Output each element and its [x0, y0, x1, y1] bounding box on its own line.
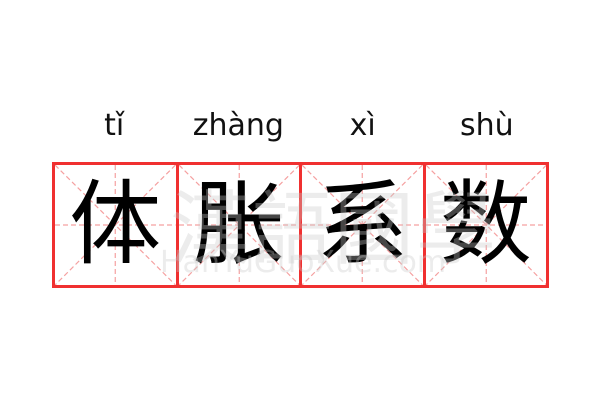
character-1: 体: [69, 171, 162, 278]
character-cell: 体: [55, 165, 176, 285]
character-grid: 体 胀 系 数: [52, 162, 549, 288]
pinyin-1: tǐ: [104, 108, 125, 143]
guide-line: [179, 165, 300, 285]
guide-line: [55, 165, 176, 285]
guide-line: [55, 165, 176, 285]
character-3: 系: [316, 171, 409, 278]
pinyin-row: tǐ zhàng xì shù: [52, 106, 549, 146]
character-cell: 数: [422, 165, 547, 285]
guide-lines: [302, 165, 423, 285]
guide-lines: [426, 165, 547, 285]
guide-line: [302, 165, 423, 285]
character-4: 数: [439, 171, 532, 278]
character-2: 胀: [192, 171, 285, 278]
guide-lines: [55, 165, 176, 285]
pinyin-4: shù: [460, 108, 514, 143]
pinyin-3: xì: [349, 108, 376, 143]
pinyin-2: zhàng: [192, 108, 284, 143]
guide-line: [426, 165, 547, 285]
character-cell: 胀: [175, 165, 300, 285]
guide-line: [426, 165, 547, 285]
guide-lines: [179, 165, 300, 285]
character-cell: 系: [299, 165, 423, 285]
guide-line: [302, 165, 423, 285]
guide-line: [179, 165, 300, 285]
